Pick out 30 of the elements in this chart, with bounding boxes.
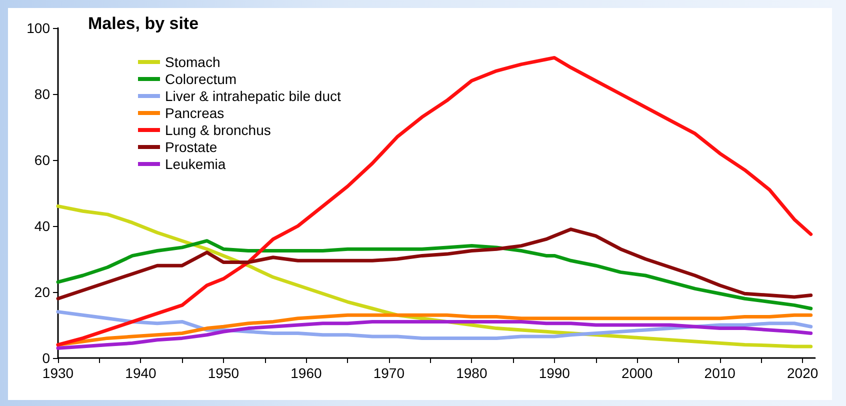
x-tick-label: 1940 [125, 365, 157, 381]
legend-label: Pancreas [165, 105, 224, 121]
x-tick-label: 2020 [787, 365, 818, 381]
x-tick-label: 1980 [456, 365, 488, 381]
line-series [56, 320, 813, 350]
line-series [56, 239, 813, 310]
y-tick-label: 40 [34, 218, 50, 234]
legend-label: Prostate [165, 139, 218, 155]
y-tick-label: 0 [42, 350, 50, 366]
line-series [56, 56, 813, 347]
legend-label: Stomach [165, 54, 220, 70]
x-tick-label: 1990 [538, 365, 570, 381]
y-tick-label: 100 [26, 20, 50, 36]
x-tick-label: 1930 [42, 365, 74, 381]
line-series [56, 228, 813, 300]
line-series [56, 313, 813, 347]
x-tick-label: 2010 [704, 365, 736, 381]
chart-title: Males, by site [88, 14, 199, 33]
y-tick-label: 80 [34, 86, 50, 102]
y-tick-label: 60 [34, 152, 50, 168]
legend-label: Lung & bronchus [165, 122, 271, 138]
legend-label: Leukemia [165, 156, 226, 172]
x-tick-label: 1960 [290, 365, 322, 381]
x-tick-label: 2000 [622, 365, 653, 381]
y-tick-label: 20 [34, 284, 50, 300]
x-tick-label: 1970 [373, 365, 405, 381]
x-tick-label: 1950 [208, 365, 240, 381]
legend-label: Liver & intrahepatic bile duct [165, 88, 341, 104]
legend-label: Colorectum [165, 71, 237, 87]
line-series [56, 310, 813, 340]
